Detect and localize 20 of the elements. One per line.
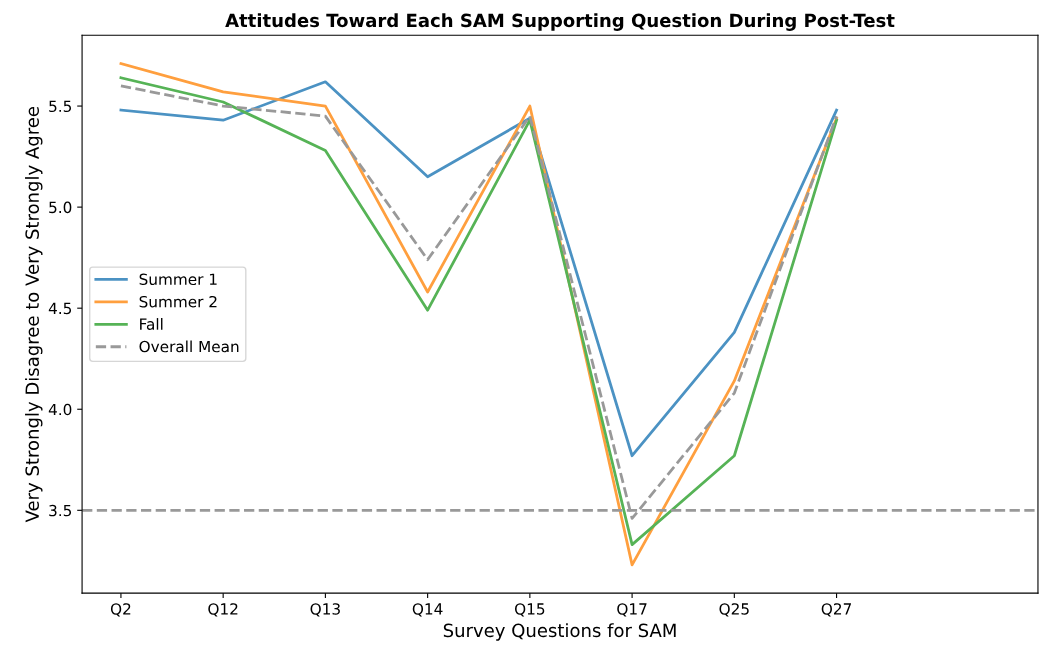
y-tick-label: 4.0	[48, 403, 72, 416]
x-tick-label: Q2	[110, 603, 131, 617]
legend-label: Overall Mean	[139, 340, 239, 353]
legend-label: Summer 2	[139, 295, 217, 308]
y-tick-label: 5.0	[49, 201, 72, 214]
x-tick-label: Q15	[514, 603, 545, 617]
y-tick-label: 3.5	[49, 504, 72, 517]
x-tick-label: Q17	[617, 603, 647, 617]
x-axis-title: Survey Questions for SAM	[443, 623, 676, 641]
y-tick-label: 4.5	[48, 302, 72, 315]
x-tick-label: Q25	[719, 603, 749, 617]
x-tick-label: Q14	[412, 603, 443, 617]
legend-label: Fall	[140, 318, 163, 330]
y-tick-label: 5.5	[49, 100, 72, 113]
chart-title: Attitudes Toward Each SAM Supporting Question During Post-Test	[225, 13, 895, 31]
y-axis-title: Very Strongly Disagree to Very Strongly Agree	[25, 106, 43, 523]
legend-label: Summer 1	[139, 273, 217, 286]
x-tick-label: Q27	[821, 603, 851, 617]
x-tick-label: Q12	[208, 603, 238, 617]
x-tick-label: Q13	[310, 603, 340, 617]
